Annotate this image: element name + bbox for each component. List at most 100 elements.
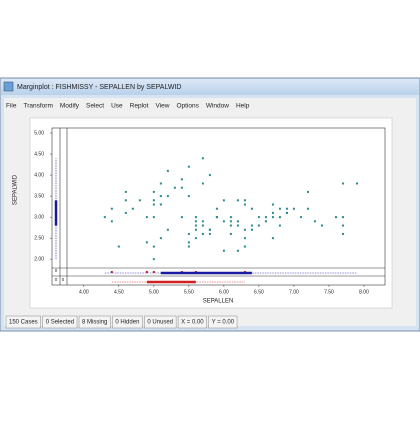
point [201,157,204,160]
margin-count: 0 [62,277,65,282]
point [355,182,358,185]
point [250,224,253,227]
point [222,249,225,252]
point [341,224,344,227]
point [229,220,232,223]
point [278,207,281,210]
point [278,216,281,219]
point [320,224,323,227]
status-cell: 0 Hidden [112,315,143,329]
status-box [78,315,111,329]
point [159,182,162,185]
point [236,224,239,227]
point [194,220,197,223]
x-tick-label: 6.50 [254,289,264,295]
point [194,237,197,240]
point [236,220,239,223]
menu-item[interactable]: Window [206,103,229,110]
point [187,232,190,235]
point [187,241,190,244]
menu-item[interactable]: File [6,103,17,110]
x-axis-label: SEPALLEN [203,299,234,305]
status-text: X = 0.00 [181,320,204,326]
point [285,211,288,214]
point [271,216,274,219]
x-tick-label: 7.50 [324,289,334,295]
status-text: Y = 0.00 [212,320,235,326]
point [138,199,141,202]
point [152,245,155,248]
menu-item[interactable]: Options [176,103,199,110]
point [159,203,162,206]
point [257,224,260,227]
point [194,228,197,231]
point [285,207,288,210]
status-bar: 150 Cases 0 Selected 8 Missing 0 Hidden 0 Un… [5,315,238,329]
point [250,228,253,231]
point [229,232,232,235]
status-text: 150 Cases [9,320,38,326]
y-axis-label: SEPALWID [13,174,19,205]
point [341,216,344,219]
point [180,178,183,181]
point [341,232,344,235]
menu-item[interactable]: Use [111,103,123,110]
y-tick-label: 2.50 [34,235,44,241]
missing-point [145,271,148,273]
y-tick-label: 2.00 [34,256,44,262]
menu-item[interactable]: Replot [130,103,149,110]
margin-count: 0 [55,268,58,273]
point [124,199,127,202]
point [201,182,204,185]
status-box [5,315,41,329]
point [243,228,246,231]
point [187,245,190,248]
point [313,220,316,223]
point [306,190,309,193]
point [152,216,155,219]
window-title: Marginplot : FISHMISSY - SEPALLEN by SEP… [17,84,181,91]
menu-item[interactable]: Modify [60,103,80,110]
point [194,224,197,227]
menu-item[interactable]: View [155,103,169,110]
point [222,199,225,202]
missing-point [152,271,155,273]
status-text: 0 Unused [147,320,173,326]
point [271,237,274,240]
point [117,245,120,248]
status-text: 8 Missing [82,320,107,326]
app-icon [3,81,14,92]
point [257,216,260,219]
point [264,216,267,219]
point [159,195,162,198]
menu-item[interactable]: Select [86,103,104,110]
status-cell: 150 Cases [5,315,41,329]
plot-panel [29,117,393,309]
point [271,203,274,206]
point [124,190,127,193]
point [187,195,190,198]
point [103,216,106,219]
point [124,211,127,214]
y-tick-label: 3.00 [34,214,44,220]
y-tick-label: 4.00 [34,172,44,178]
status-cell: 0 Unused [144,315,177,329]
point [159,237,162,240]
point [243,203,246,206]
x-tick-label: 4.00 [79,289,89,295]
status-cell: 0 Selected [42,315,78,329]
x-tick-label: 5.50 [184,289,194,295]
menu-item[interactable]: Help [236,103,250,110]
point [131,207,134,210]
point [292,207,295,210]
point [306,207,309,210]
menu-bar: File Transform Modify Select Use Replot View Op… [6,103,250,110]
menu-item[interactable]: Transform [23,103,52,110]
status-cell: 8 Missing [78,315,111,329]
point [243,245,246,248]
point [173,186,176,189]
point [208,232,211,235]
point [334,216,337,219]
status-box [112,315,143,329]
